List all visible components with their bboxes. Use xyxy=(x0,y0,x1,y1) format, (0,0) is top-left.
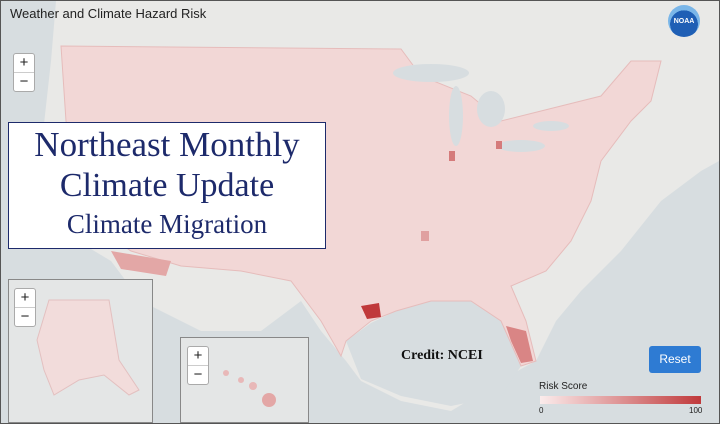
title-overlay: Northeast Monthly Climate Update Climate… xyxy=(8,122,326,249)
zoom-control: + − xyxy=(14,288,36,327)
lake-erie xyxy=(497,140,545,152)
high-risk-area xyxy=(361,303,381,319)
zoom-out-button[interactable]: − xyxy=(193,366,203,383)
overlay-line: Northeast Monthly xyxy=(34,125,300,164)
island xyxy=(249,382,257,390)
lake-superior xyxy=(393,64,469,82)
island xyxy=(262,393,276,407)
zoom-out-button[interactable]: − xyxy=(19,73,29,90)
alaska-map xyxy=(36,299,140,396)
high-risk-area xyxy=(449,151,455,161)
high-risk-area xyxy=(496,141,502,149)
hawaii-map xyxy=(223,370,276,407)
high-risk-area xyxy=(111,251,171,276)
zoom-control: + − xyxy=(13,53,35,92)
lake-ontario xyxy=(533,121,569,131)
zoom-control: + − xyxy=(187,346,209,385)
zoom-out-button[interactable]: − xyxy=(20,308,30,325)
hawaii-inset: + − xyxy=(180,337,309,423)
zoom-in-button[interactable]: + xyxy=(14,54,34,73)
zoom-in-button[interactable]: + xyxy=(188,347,208,366)
lake-michigan xyxy=(449,86,463,146)
credit: Credit: NCEI xyxy=(401,348,483,363)
high-risk-area xyxy=(421,231,429,241)
map-title: Weather and Climate Hazard Risk xyxy=(10,6,207,21)
legend-min: 0 xyxy=(539,406,544,415)
noaa-logo[interactable]: NOAA xyxy=(668,5,700,37)
island xyxy=(223,370,229,376)
overlay-line: Climate Update xyxy=(59,167,275,204)
lake-huron xyxy=(477,91,505,127)
zoom-in-button[interactable]: + xyxy=(15,289,35,308)
island xyxy=(238,377,244,383)
legend-color-bar xyxy=(540,396,701,404)
alaska-inset: + − xyxy=(8,279,153,423)
gulf-of-mexico xyxy=(346,301,521,406)
overlay-line: Climate Migration xyxy=(66,209,268,239)
legend-max: 100 xyxy=(689,406,703,415)
alaska-shape xyxy=(36,299,140,396)
legend-title: Risk Score xyxy=(539,381,588,392)
reset-button[interactable]: Reset xyxy=(649,346,701,373)
high-risk-area xyxy=(506,326,533,363)
